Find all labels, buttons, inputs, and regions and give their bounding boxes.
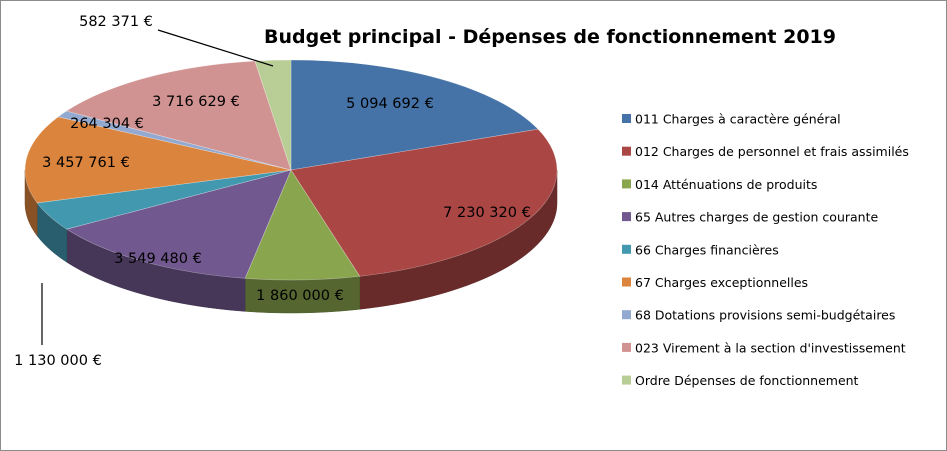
pie-slice-3	[66, 169, 292, 279]
legend-swatch-2	[622, 179, 631, 189]
legend-entry-6: 68 Dotations provisions semi-budgétaires	[635, 308, 895, 323]
legend-entry-3: 65 Autres charges de gestion courante	[635, 210, 878, 225]
data-label-4: 1 130 000 €	[14, 353, 102, 369]
legend-entry-8: Ordre Dépenses de fonctionnement	[635, 373, 859, 388]
legend-swatch-8	[622, 375, 631, 385]
data-label-3: 3 549 480 €	[114, 251, 202, 267]
pie-slice-4	[36, 169, 292, 230]
legend-swatch-0	[622, 114, 631, 123]
pie-slice-8	[254, 59, 292, 171]
data-label-5: 3 457 761 €	[42, 155, 130, 171]
data-label-1: 7 230 320 €	[443, 205, 531, 221]
pie-slice-0	[290, 59, 539, 171]
chart-title: Budget principal - Dépenses de fonctionn…	[264, 26, 836, 48]
pie-slice-7	[65, 60, 292, 171]
data-label-2: 1 860 000 €	[256, 288, 344, 304]
data-label-8: 582 371 €	[79, 14, 153, 30]
legend-swatch-5	[622, 277, 631, 287]
legend-swatch-1	[622, 146, 631, 156]
legend-entry-2: 014 Atténuations de produits	[635, 177, 817, 192]
data-label-6: 264 304 €	[70, 116, 144, 132]
pie-slice-1	[290, 128, 558, 277]
pie-slice-2	[244, 169, 361, 281]
legend-swatch-3	[622, 212, 631, 222]
pie-slice-6	[57, 110, 292, 171]
legend-entry-5: 67 Charges exceptionnelles	[635, 275, 808, 290]
pie-slice-5	[24, 116, 292, 204]
legend-entry-0: 011 Charges à caractère général	[635, 112, 841, 127]
legend-entry-7: 023 Virement à la section d'investisseme…	[635, 340, 906, 355]
leader-line-8	[157, 29, 274, 67]
legend-swatch-7	[622, 342, 631, 352]
data-label-7: 3 716 629 €	[152, 94, 240, 110]
legend-entry-1: 012 Charges de personnel et frais assimi…	[635, 144, 909, 159]
data-label-0: 5 094 692 €	[346, 96, 434, 112]
legend-swatch-6	[622, 310, 631, 320]
legend-entry-4: 66 Charges financières	[635, 242, 779, 257]
legend-swatch-4	[622, 244, 631, 254]
